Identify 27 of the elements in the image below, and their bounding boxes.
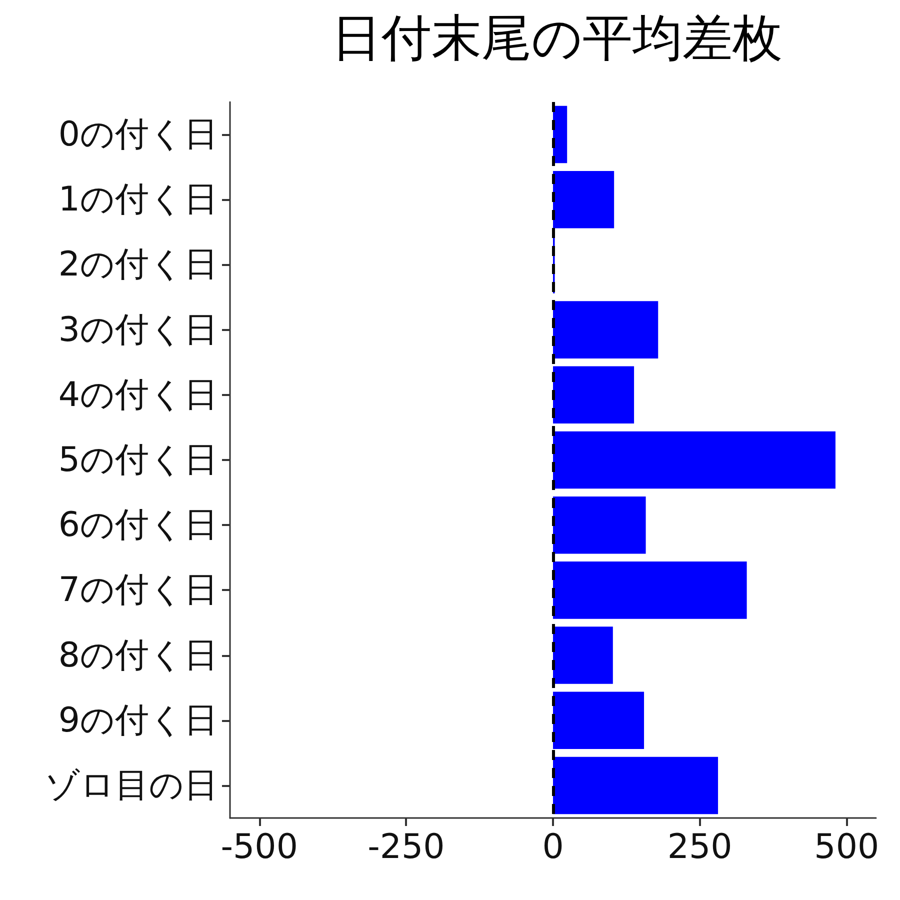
y-tick-label: 2の付く日 [58,244,218,285]
y-tick-label: ゾロ目の日 [45,765,218,806]
y-tick-label: 7の付く日 [58,570,218,610]
x-tick-label: 0 [542,827,564,867]
bar [553,626,613,684]
bar [553,301,658,358]
bar [553,496,646,554]
y-tick-label: 5の付く日 [58,440,218,480]
y-tick-label: 1の付く日 [58,180,218,220]
bar [553,366,634,424]
x-tick-label: 250 [667,827,732,867]
y-tick-label: 4の付く日 [58,374,218,415]
x-tick-label: -250 [368,827,445,867]
bar [553,756,718,814]
y-tick-label: 6の付く日 [58,505,218,546]
y-tick-label: 8の付く日 [58,635,218,676]
bar [553,106,568,164]
bar [553,170,614,228]
y-tick-label: 9の付く日 [58,700,218,740]
y-tick-label: 0の付く日 [58,114,218,155]
chart-title: 日付末尾の平均差枚 [332,9,782,67]
bar [553,431,836,489]
bar [553,562,747,619]
x-tick-label: 500 [814,827,880,867]
x-tick-label: -500 [220,827,298,867]
y-tick-label: 3の付く日 [58,310,218,350]
bar [553,692,644,750]
